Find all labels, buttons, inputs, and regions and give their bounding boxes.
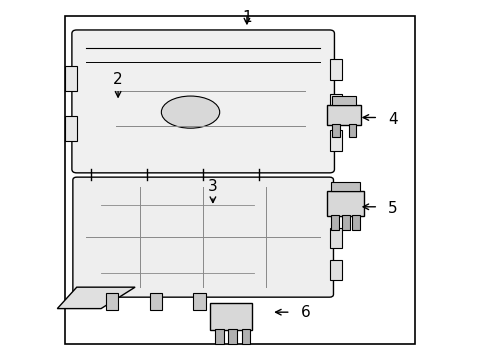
Text: 4: 4 [387,112,397,127]
Bar [326,191,363,216]
FancyBboxPatch shape [72,30,334,173]
Bar [329,94,341,116]
Bar [141,178,153,187]
Bar [331,123,339,137]
Bar [149,293,162,310]
Ellipse shape [161,96,219,128]
Bar [329,196,341,216]
Bar [329,228,341,248]
Text: 5: 5 [387,201,397,216]
Bar [197,178,208,187]
Bar [329,260,341,280]
Bar [64,16,414,344]
Bar [64,66,77,91]
Bar [341,215,349,230]
Text: 6: 6 [300,305,309,320]
Text: 3: 3 [207,179,217,194]
Bar [348,123,356,137]
Bar [241,329,250,344]
FancyBboxPatch shape [73,177,333,297]
Bar [106,293,118,310]
Bar [228,329,237,344]
Bar [253,178,264,187]
Bar [215,329,224,344]
Bar [64,116,77,141]
Bar [330,182,359,191]
Bar [330,215,338,230]
Bar [193,293,205,310]
Bar [329,59,341,80]
Bar [331,96,356,105]
Polygon shape [57,287,135,309]
Text: 1: 1 [242,10,251,25]
Bar [326,105,361,125]
Bar [85,178,97,187]
Bar [329,130,341,152]
Bar [352,215,360,230]
Text: 2: 2 [113,72,122,87]
Bar [210,303,251,330]
